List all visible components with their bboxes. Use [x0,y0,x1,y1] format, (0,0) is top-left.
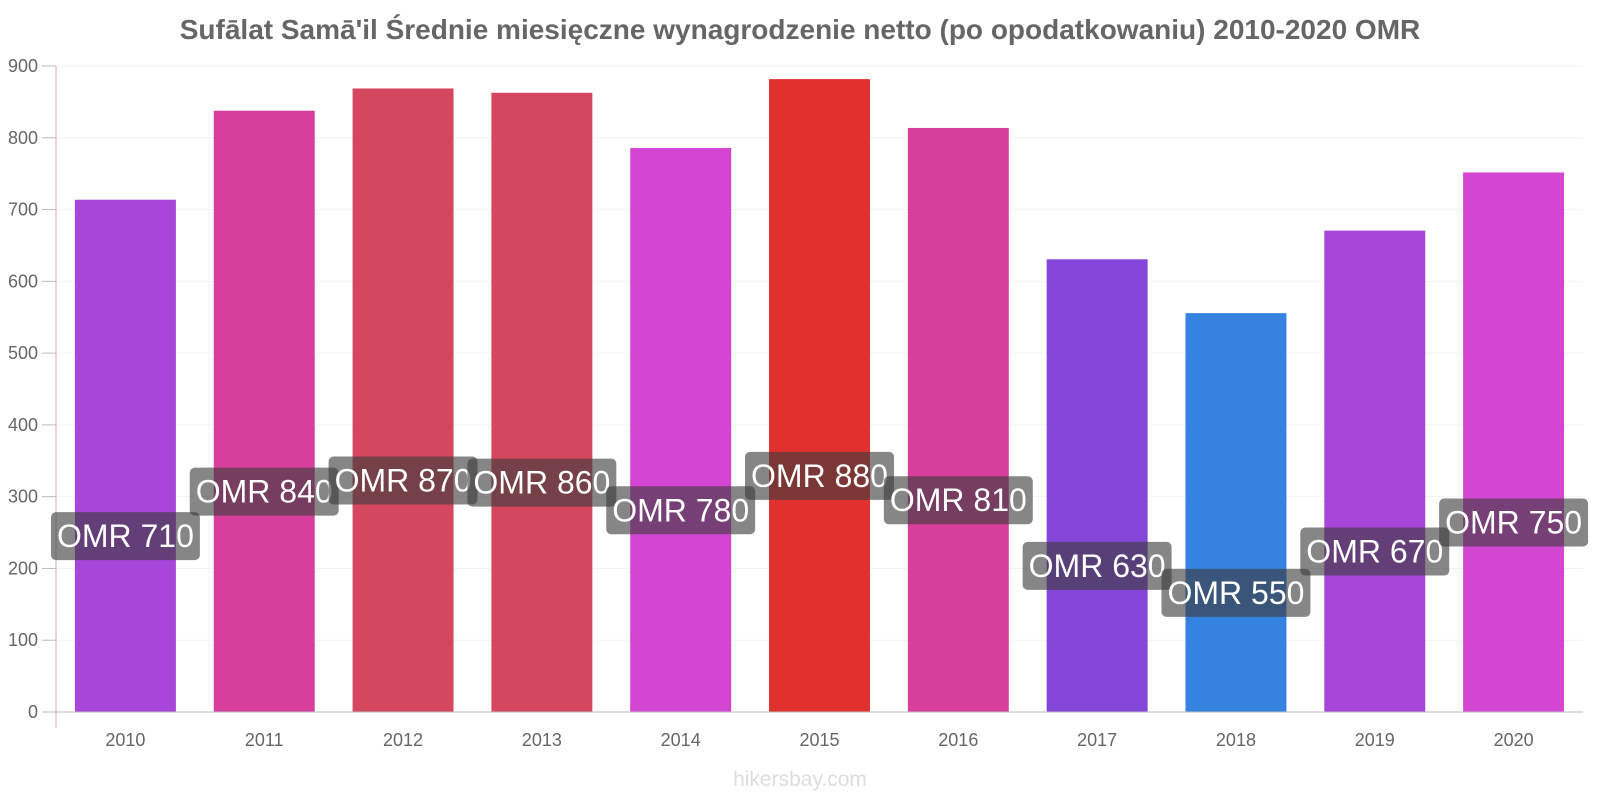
y-tick-label: 700 [8,200,38,220]
data-label-box [883,476,1033,525]
data-label-2014: OMR 780 [606,486,756,535]
bar-2015 [769,79,870,713]
y-tick-label: 500 [8,343,38,363]
y-tick-labels: 0 100 200 300 400 500 600 700 800 900 [8,56,56,722]
y-tick-label: 400 [8,415,38,435]
x-tick-label: 2016 [938,730,978,750]
y-tick-label: 900 [8,56,38,76]
data-label-2018: OMR 550 [1161,568,1311,617]
data-label-box [1161,568,1311,617]
bar-2014 [630,148,732,713]
x-tick-labels: 2010 2011 2012 2013 2014 2015 2016 2017 2018 2019… [105,730,1533,750]
y-tick-label: 800 [8,128,38,148]
bars [74,79,1565,713]
bar-2011 [213,110,315,713]
bar-2010 [74,199,176,713]
data-label-2020: OMR 750 [1439,498,1589,547]
data-label-box [1439,498,1589,547]
data-label-box [328,456,478,505]
x-tick-label: 2012 [383,730,423,750]
bar-2016 [907,127,1009,713]
x-tick-label: 2019 [1355,730,1395,750]
x-tick-label: 2018 [1216,730,1256,750]
y-tick-label: 100 [8,630,38,650]
x-tick-label: 2020 [1494,730,1534,750]
data-label-box [1300,527,1450,576]
bar-2012 [352,88,454,713]
x-tick-label: 2011 [245,730,284,750]
x-tick-label: 2017 [1077,730,1117,750]
y-tick-label: 200 [8,558,38,578]
data-label-text: OMR 840 [196,474,333,510]
data-label-text: OMR 750 [1445,504,1582,540]
data-label-text: OMR 780 [612,492,749,528]
y-tick-label: 300 [8,487,38,507]
data-label-text: OMR 810 [890,482,1027,518]
data-label-text: OMR 630 [1029,548,1166,584]
data-label-text: OMR 880 [751,458,888,494]
data-label-text: OMR 860 [473,465,610,501]
data-label-text: OMR 670 [1306,534,1443,570]
data-label-2012: OMR 870 [328,456,478,505]
data-label-box [189,467,339,516]
data-label-box [467,458,617,507]
data-label-2011: OMR 840 [189,467,339,516]
data-label-box [50,512,200,561]
data-label-text: OMR 710 [57,518,194,554]
bar-2018 [1185,313,1287,713]
x-tick-label: 2010 [105,730,145,750]
x-tick-label: 2013 [522,730,562,750]
y-tick-label: 600 [8,271,38,291]
axes [42,66,1583,728]
data-label-2017: OMR 630 [1022,541,1172,590]
bar-2017 [1046,259,1148,713]
x-tick-label: 2015 [799,730,839,750]
bar-2020 [1463,172,1565,713]
bar-2013 [491,92,593,713]
bar-2019 [1324,230,1426,713]
data-label-box [1022,541,1172,590]
data-label-2019: OMR 670 [1300,527,1450,576]
data-label-box [745,451,894,500]
data-label-2013: OMR 860 [467,458,617,507]
data-label-box [606,486,756,535]
data-label-2016: OMR 810 [883,476,1033,525]
data-label-2010: OMR 710 [50,512,200,561]
data-label-text: OMR 870 [335,462,472,498]
watermark: hikersbay.com [733,768,867,791]
y-tick-label: 0 [28,702,38,722]
chart-title: Sufālat Samā'il Średnie miesięczne wynag… [179,14,1421,45]
data-label-text: OMR 550 [1167,575,1304,611]
data-label-2015: OMR 880 [745,451,894,500]
x-tick-label: 2014 [661,730,701,750]
